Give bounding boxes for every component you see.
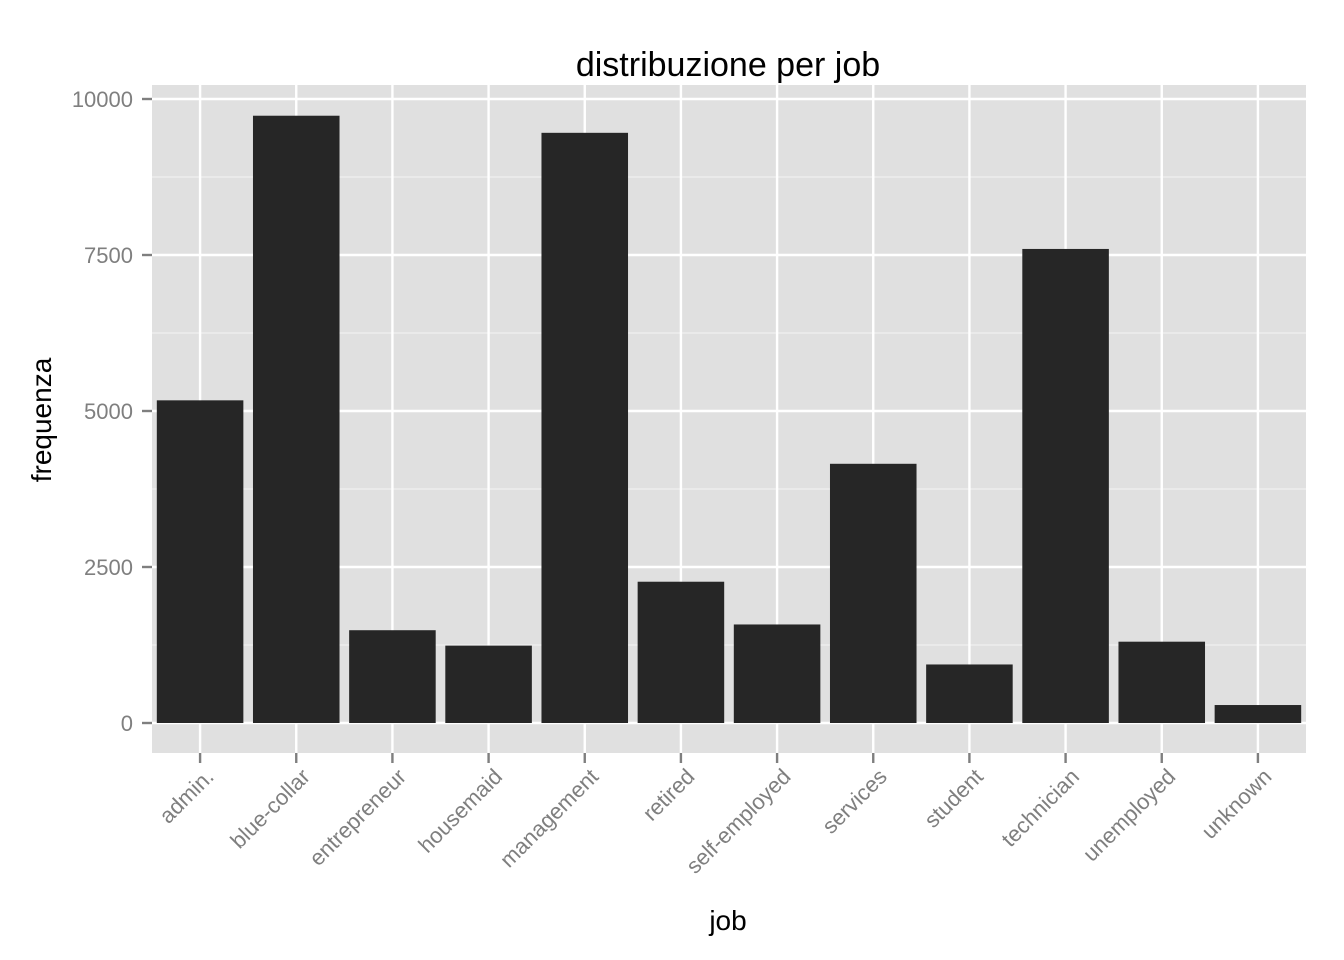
x-tick-label: housemaid <box>413 764 507 858</box>
y-axis: 0 2500 5000 7500 10000 <box>72 87 152 736</box>
bar-unemployed <box>1118 641 1206 723</box>
bar-management <box>541 132 629 723</box>
x-tick-label: admin. <box>154 764 218 828</box>
x-tick-label: entrepreneur <box>304 764 411 871</box>
bar-self-employed <box>733 624 821 723</box>
chart-title: distribuzione per job <box>576 46 880 84</box>
bar-blue-collar <box>252 115 340 723</box>
y-tick-label: 7500 <box>84 243 133 268</box>
bar-housemaid <box>445 645 532 723</box>
bar-entrepreneur <box>349 630 436 723</box>
x-tick-label: blue-collar <box>225 764 314 853</box>
bar-student <box>926 664 1013 723</box>
x-tick-label: services <box>817 764 892 839</box>
bars <box>156 115 1302 723</box>
x-tick-label: retired <box>638 764 700 826</box>
y-tick-label: 5000 <box>84 399 133 424</box>
bar-retired <box>637 581 725 723</box>
x-axis-title: job <box>708 905 746 936</box>
y-tick-label: 0 <box>121 711 133 736</box>
bar-technician <box>1022 248 1109 723</box>
y-axis-title: frequenza <box>26 357 57 482</box>
bar-services <box>829 463 917 723</box>
x-tick-label: technician <box>996 764 1084 852</box>
x-tick-label: student <box>919 764 988 833</box>
x-tick-label: unemployed <box>1078 764 1180 866</box>
plot-panel <box>152 85 1306 753</box>
y-tick-label: 10000 <box>72 87 133 112</box>
x-tick-label: unknown <box>1196 764 1276 844</box>
bar-admin <box>156 400 244 723</box>
x-tick-label: management <box>495 764 603 872</box>
bar-unknown <box>1214 705 1302 723</box>
y-tick-label: 2500 <box>84 555 133 580</box>
